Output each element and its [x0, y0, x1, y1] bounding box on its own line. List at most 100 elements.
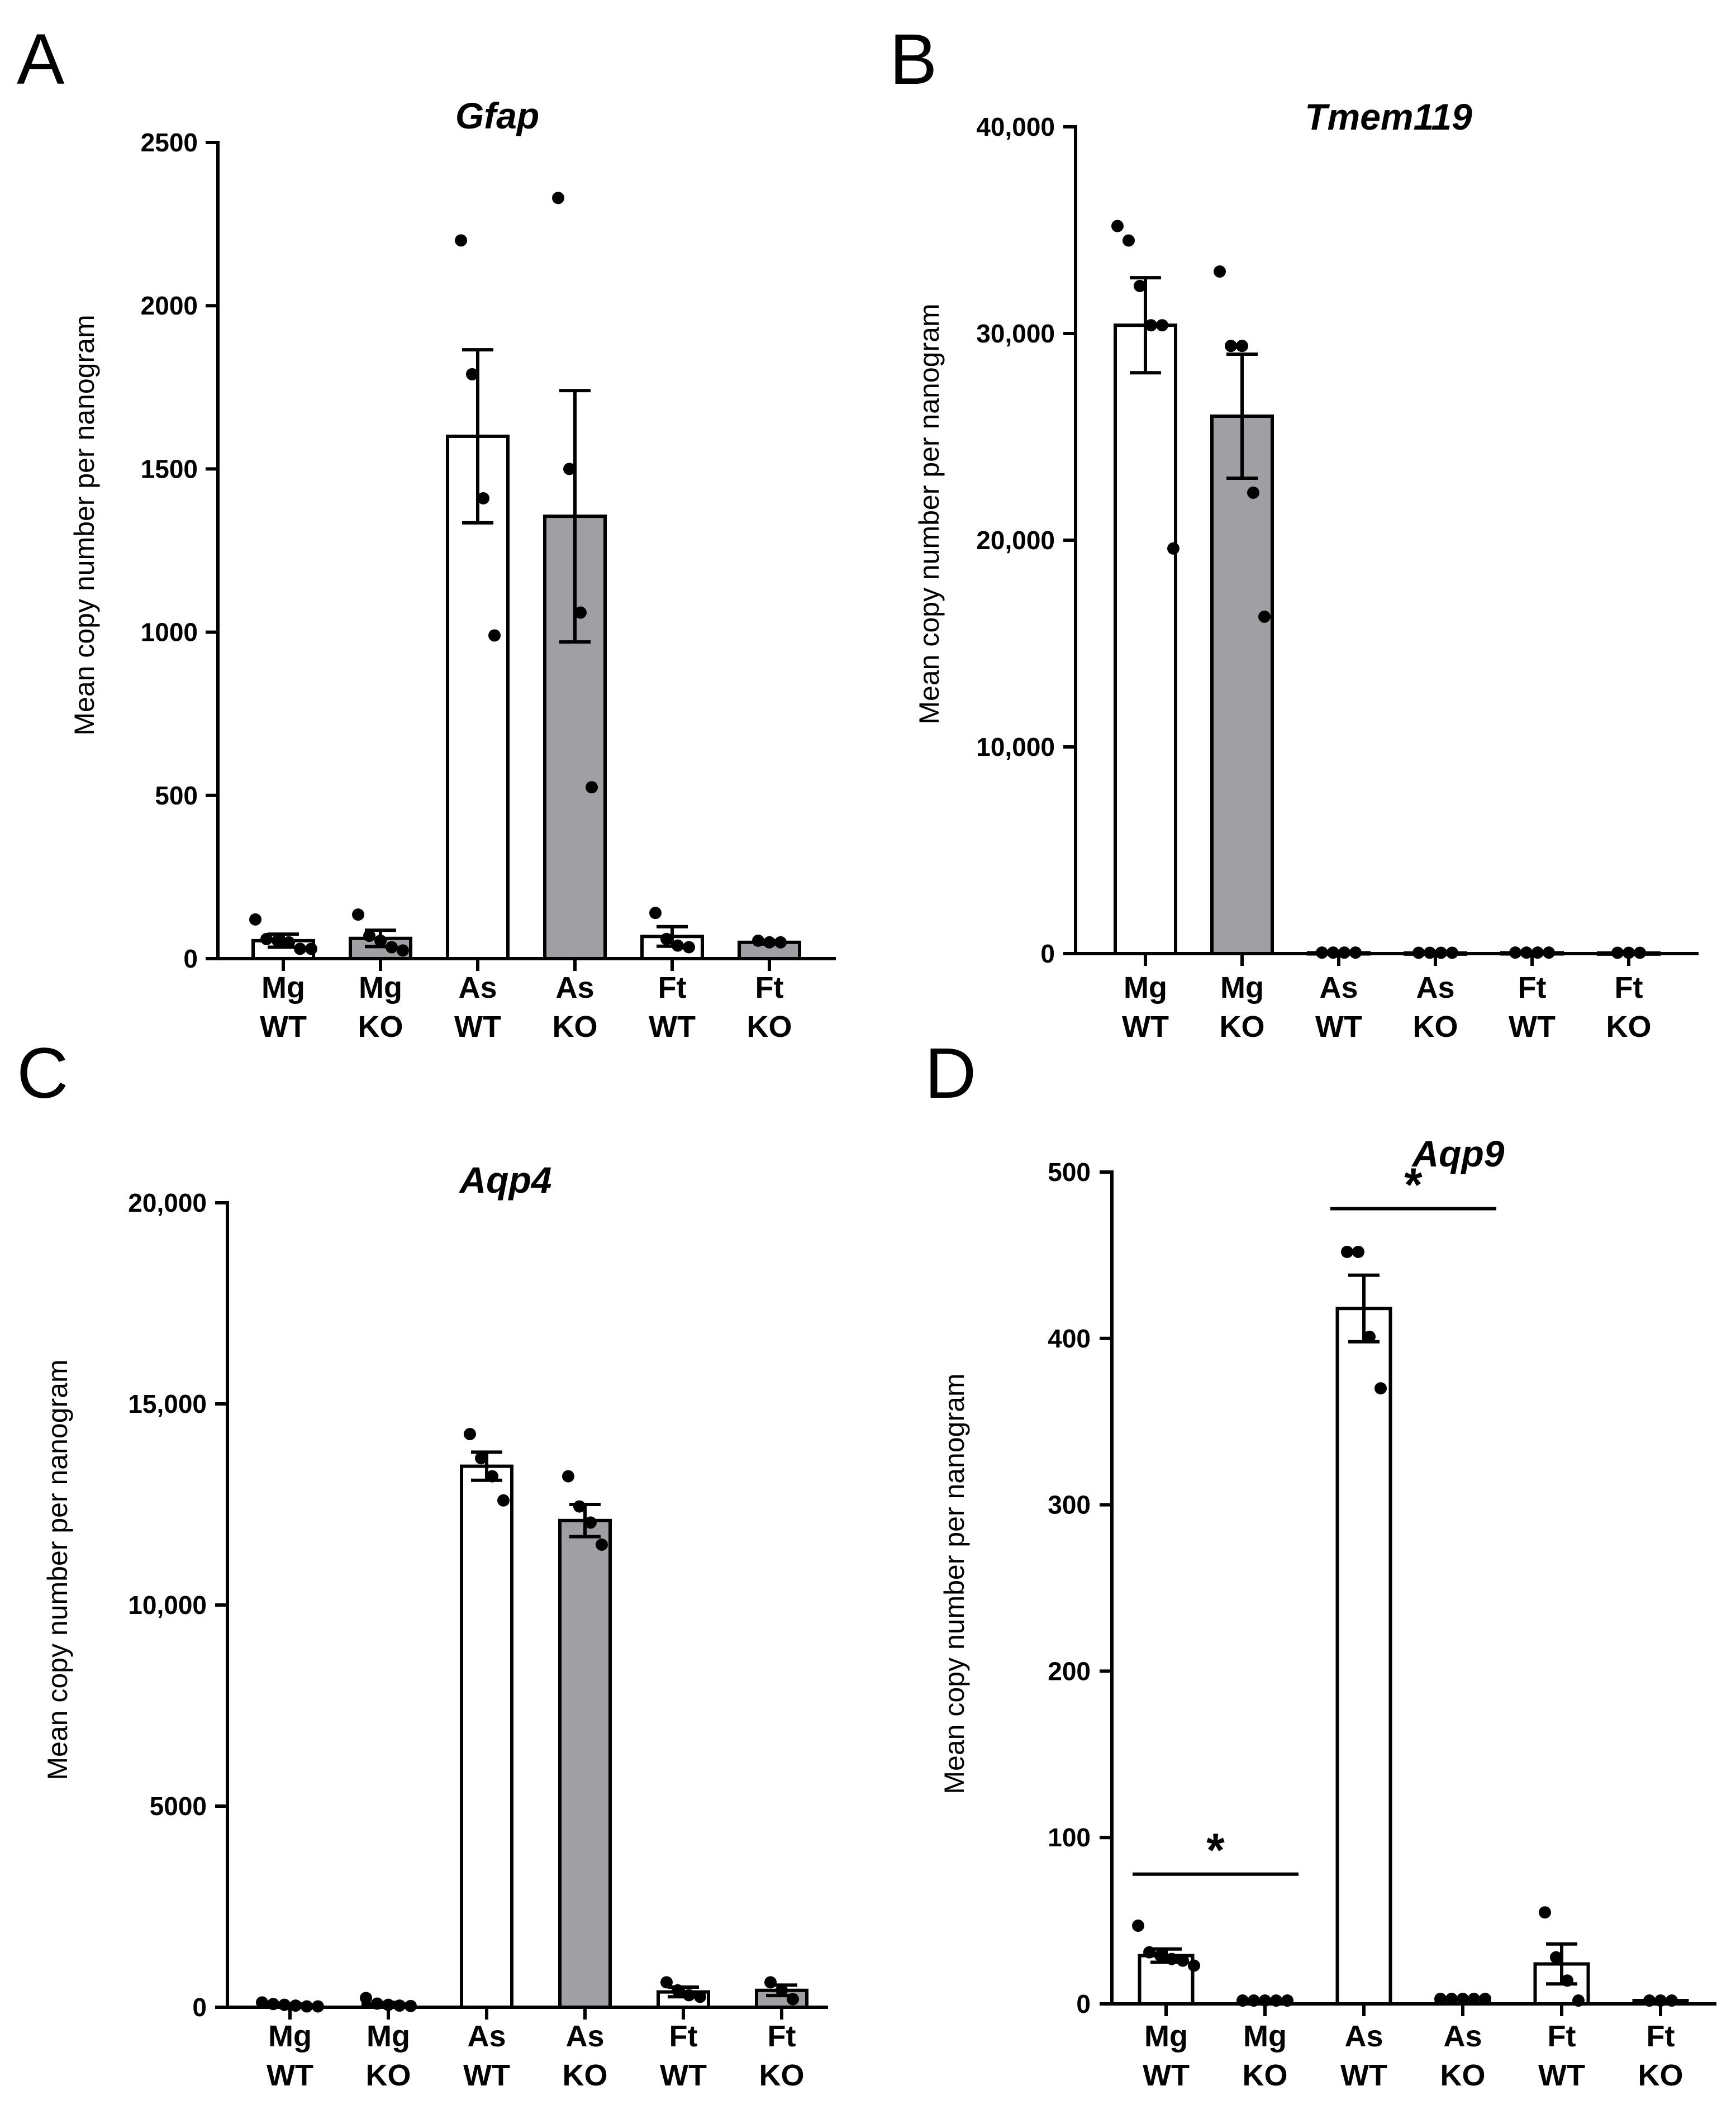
- data-point: [586, 781, 598, 794]
- data-point: [352, 908, 364, 921]
- x-tick-label: KO: [1243, 2059, 1288, 2092]
- x-tick-label: WT: [1315, 1010, 1362, 1044]
- bar: [1114, 323, 1177, 956]
- data-point: [497, 1494, 510, 1507]
- bar: [543, 515, 607, 960]
- x-tick-label: Mg: [1144, 2020, 1188, 2053]
- data-point: [764, 1976, 777, 1989]
- y-tick-label: 1500: [141, 454, 198, 483]
- data-point: [477, 492, 489, 504]
- error-bar: [1348, 1273, 1380, 1344]
- y-tick-label: 15,000: [128, 1389, 207, 1418]
- x-tick-label: WT: [649, 1010, 696, 1044]
- y-tick-label: 20,000: [976, 526, 1055, 555]
- data-point: [283, 936, 295, 949]
- x-tick-label: KO: [1606, 1010, 1652, 1044]
- data-point: [475, 1452, 487, 1465]
- y-tick-label: 500: [155, 781, 198, 810]
- data-point: [562, 1470, 574, 1483]
- x-tick-label: Mg: [268, 2020, 312, 2053]
- x-tick-label: WT: [260, 1010, 307, 1044]
- error-bar: [462, 348, 493, 525]
- data-point: [1550, 1951, 1562, 1964]
- x-tick-label: WT: [1122, 1010, 1169, 1044]
- data-point: [1445, 1993, 1458, 2006]
- data-point: [1341, 1245, 1353, 1258]
- data-point: [1188, 1959, 1200, 1972]
- data-point: [1134, 279, 1146, 292]
- bar: [1335, 1307, 1392, 2006]
- x-tick-label: KO: [553, 1010, 598, 1044]
- x-tick-label: Ft: [1518, 971, 1547, 1004]
- data-point: [305, 942, 317, 955]
- y-tick-label: 40,000: [976, 112, 1055, 141]
- data-point: [1154, 1949, 1167, 1962]
- data-point: [596, 1539, 608, 1551]
- data-point: [1132, 1920, 1144, 1932]
- x-tick-label: As: [1319, 971, 1358, 1004]
- data-point: [683, 941, 695, 954]
- x-tick-label: KO: [759, 2059, 805, 2092]
- data-point: [660, 932, 673, 945]
- y-axis-label: Mean copy number per nanogram: [939, 1373, 970, 1794]
- data-point: [787, 1993, 799, 2006]
- y-tick-label: 0: [183, 944, 198, 973]
- data-point: [1225, 340, 1237, 353]
- y-tick-label: 30,000: [976, 319, 1055, 348]
- x-tick-label: KO: [563, 2059, 608, 2092]
- panel-d: D Aqp9 Mean copy number per nanogram 0 100 20…: [925, 1034, 1716, 2092]
- data-point: [1258, 610, 1271, 623]
- y-tick-label: 400: [1048, 1324, 1091, 1353]
- x-tick-label: Mg: [1124, 971, 1167, 1004]
- panel-label: D: [925, 1034, 976, 1113]
- data-point: [488, 629, 501, 642]
- data-point: [776, 1984, 788, 1997]
- y-tick-label: 500: [1048, 1158, 1091, 1187]
- y-axis-label: Mean copy number per nanogram: [914, 303, 945, 724]
- y-tick-label: 200: [1048, 1656, 1091, 1685]
- chart-title: Aqp9: [1411, 1133, 1505, 1174]
- x-tick-label: Mg: [1220, 971, 1264, 1004]
- x-tick-label: Mg: [359, 971, 402, 1004]
- data-point: [1247, 486, 1259, 499]
- data-point: [1111, 220, 1124, 232]
- data-point: [1143, 1946, 1155, 1959]
- significance-star: *: [1404, 1159, 1423, 1211]
- x-tick-label: WT: [1509, 1010, 1556, 1044]
- data-point: [672, 939, 684, 952]
- bar: [1210, 415, 1274, 955]
- data-point: [694, 1990, 706, 2003]
- data-point: [1236, 340, 1248, 353]
- y-tick-label: 20,000: [128, 1188, 207, 1217]
- data-point: [649, 907, 662, 920]
- x-tick-label: WT: [1538, 2059, 1585, 2092]
- data-point: [260, 932, 273, 945]
- data-point: [249, 913, 261, 926]
- x-tick-label: KO: [1638, 2059, 1683, 2092]
- y-tick-label: 300: [1048, 1490, 1091, 1520]
- data-point: [1145, 319, 1157, 332]
- data-point: [386, 941, 398, 954]
- data-point: [466, 368, 478, 380]
- panel-a: A Gfap Mean copy number per nanogram 0 500 10…: [17, 20, 836, 1044]
- data-point: [397, 944, 409, 957]
- data-point: [374, 934, 387, 947]
- x-tick-label: KO: [1440, 2059, 1486, 2092]
- panel-b: B Tmem119 Mean copy number per nanogram 0 10…: [890, 20, 1699, 1044]
- y-tick-label: 0: [192, 1993, 207, 2022]
- x-tick-label: Ft: [1615, 971, 1643, 1004]
- x-tick-label: KO: [358, 1010, 403, 1044]
- error-bar: [559, 389, 591, 644]
- x-tick-label: As: [1344, 2020, 1383, 2053]
- x-tick-label: KO: [366, 2059, 411, 2092]
- data-point: [360, 1992, 372, 2004]
- data-point: [573, 1500, 586, 1513]
- data-point: [574, 606, 587, 619]
- chart-title: Gfap: [455, 95, 539, 136]
- data-point: [752, 934, 764, 947]
- x-tick-label: As: [458, 971, 497, 1004]
- data-point: [256, 1996, 268, 2009]
- data-point: [1167, 542, 1179, 555]
- x-tick-label: Ft: [768, 2020, 796, 2053]
